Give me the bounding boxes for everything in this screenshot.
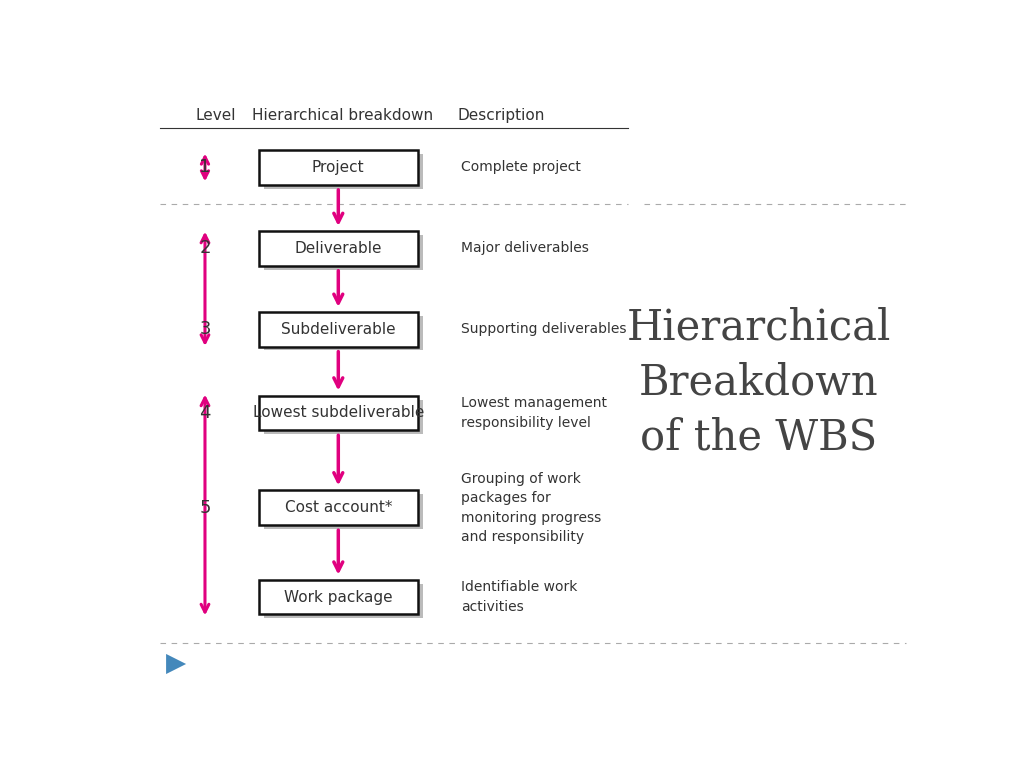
FancyBboxPatch shape bbox=[264, 584, 423, 618]
Text: Lowest subdeliverable: Lowest subdeliverable bbox=[253, 406, 424, 420]
FancyBboxPatch shape bbox=[264, 235, 423, 270]
FancyBboxPatch shape bbox=[264, 154, 423, 189]
Text: 2: 2 bbox=[200, 240, 211, 257]
FancyBboxPatch shape bbox=[259, 396, 418, 430]
Text: Hierarchical
Breakdown
of the WBS: Hierarchical Breakdown of the WBS bbox=[627, 306, 891, 458]
Text: Identifiable work
activities: Identifiable work activities bbox=[461, 581, 578, 614]
Text: 4: 4 bbox=[200, 404, 211, 422]
Text: Major deliverables: Major deliverables bbox=[461, 241, 589, 256]
Text: Supporting deliverables: Supporting deliverables bbox=[461, 323, 627, 336]
Text: Complete project: Complete project bbox=[461, 161, 582, 174]
Text: Project: Project bbox=[312, 160, 365, 175]
Text: Subdeliverable: Subdeliverable bbox=[281, 322, 395, 336]
Text: Hierarchical breakdown: Hierarchical breakdown bbox=[252, 108, 433, 123]
FancyBboxPatch shape bbox=[264, 495, 423, 529]
Text: 1: 1 bbox=[200, 158, 211, 177]
FancyBboxPatch shape bbox=[259, 580, 418, 614]
Text: Lowest management
responsibility level: Lowest management responsibility level bbox=[461, 396, 607, 429]
Text: Description: Description bbox=[458, 108, 545, 123]
FancyBboxPatch shape bbox=[259, 312, 418, 346]
FancyBboxPatch shape bbox=[259, 231, 418, 266]
FancyBboxPatch shape bbox=[264, 316, 423, 350]
FancyBboxPatch shape bbox=[259, 151, 418, 185]
Text: 5: 5 bbox=[200, 498, 211, 517]
Text: Cost account*: Cost account* bbox=[285, 500, 392, 515]
Text: Level: Level bbox=[196, 108, 236, 123]
Text: Grouping of work
packages for
monitoring progress
and responsibility: Grouping of work packages for monitoring… bbox=[461, 472, 601, 544]
FancyBboxPatch shape bbox=[264, 399, 423, 434]
Text: Deliverable: Deliverable bbox=[295, 241, 382, 256]
Polygon shape bbox=[166, 654, 186, 674]
FancyBboxPatch shape bbox=[259, 491, 418, 525]
Text: Work package: Work package bbox=[284, 590, 392, 604]
Text: 3: 3 bbox=[200, 320, 211, 338]
